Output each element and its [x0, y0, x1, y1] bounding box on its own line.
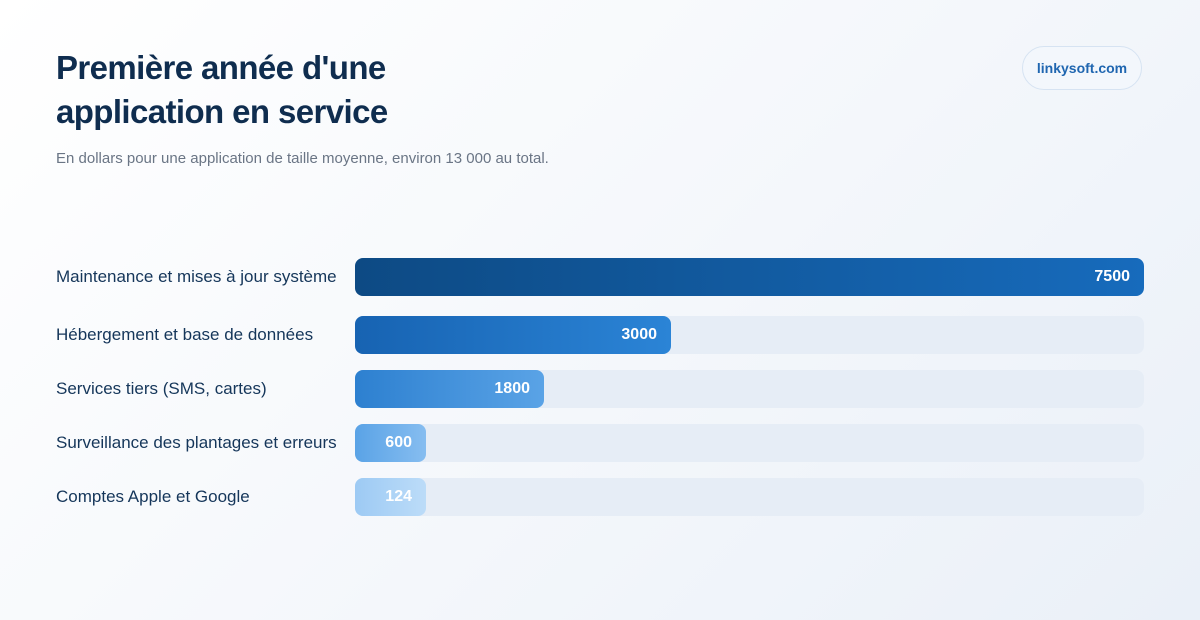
category-label: Comptes Apple et Google [56, 487, 250, 506]
bar-value-label: 600 [385, 434, 412, 451]
bar-value-label: 3000 [621, 326, 657, 343]
bar[interactable] [355, 424, 426, 462]
bar[interactable] [355, 478, 426, 516]
bar[interactable] [355, 370, 544, 408]
category-label: Hébergement et base de données [56, 325, 314, 344]
brand-badge[interactable]: linkysoft.com [1022, 46, 1142, 90]
bar[interactable] [355, 316, 671, 354]
category-label: Maintenance et mises à jour système [56, 267, 337, 286]
chart-title: Première année d'une application en serv… [56, 49, 388, 130]
bar-track [355, 424, 1144, 462]
chart-subtitle: En dollars pour une application de taill… [56, 150, 549, 167]
category-label: Services tiers (SMS, cartes) [56, 379, 267, 398]
bar-track [355, 478, 1144, 516]
bar-value-label: 124 [385, 488, 412, 505]
bar-value-label: 1800 [494, 380, 530, 397]
bar[interactable] [355, 258, 1144, 296]
bar-value-label: 7500 [1094, 268, 1130, 285]
category-label: Surveillance des plantages et erreurs [56, 433, 337, 452]
